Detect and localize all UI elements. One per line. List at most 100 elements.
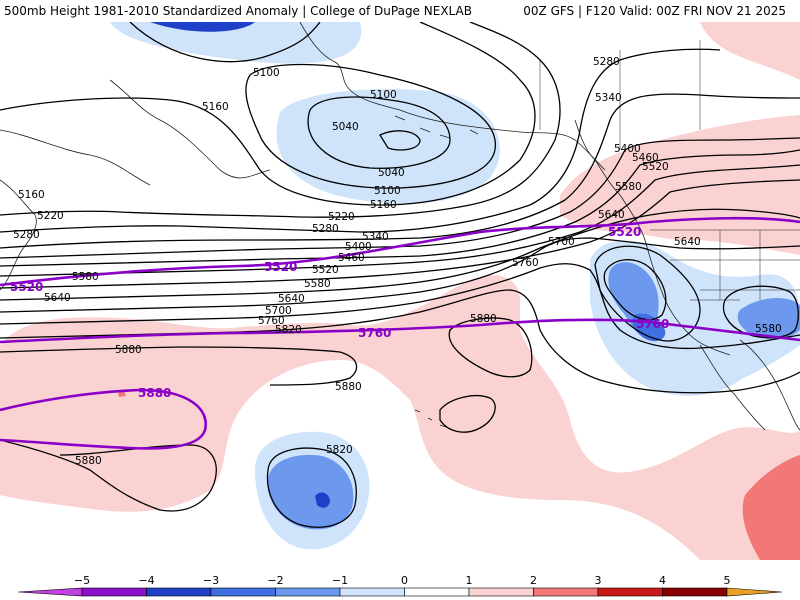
contour-5880 bbox=[0, 346, 358, 386]
colorbar-tick-label: 1 bbox=[466, 574, 473, 587]
colorbar-swatch bbox=[146, 587, 212, 597]
colorbar-tick-label: 2 bbox=[530, 574, 537, 587]
label-5520a: 5520 bbox=[312, 264, 339, 276]
colorbar-swatch bbox=[210, 587, 276, 597]
label-5580c: 5580 bbox=[755, 323, 782, 335]
colorbar-swatch bbox=[17, 587, 83, 597]
contour-5880-island bbox=[439, 395, 496, 433]
colorbar-swatch bbox=[81, 587, 147, 597]
climo-label-5520a: 5520 bbox=[10, 280, 43, 294]
chart-header: 500mb Height 1981-2010 Standardized Anom… bbox=[0, 0, 800, 22]
climo-label-5880a: 5880 bbox=[138, 386, 171, 400]
contour-5880-west bbox=[0, 439, 217, 512]
colorbar-swatch bbox=[468, 587, 534, 597]
label-5220a: 5220 bbox=[328, 211, 355, 223]
neg-anomaly-core-top bbox=[150, 22, 255, 32]
label-5760a: 5760 bbox=[258, 315, 285, 327]
label-5820b: 5820 bbox=[326, 444, 353, 456]
climo-label-5520b: 5520 bbox=[264, 260, 297, 274]
contour-5040 bbox=[307, 96, 451, 169]
alaska-coast bbox=[299, 22, 606, 171]
label-5640a: 5640 bbox=[278, 293, 305, 305]
contour-5580 bbox=[0, 179, 800, 289]
colorbar-swatch bbox=[404, 587, 470, 597]
colorbar-swatch bbox=[726, 587, 783, 597]
product-title: 500mb Height 1981-2010 Standardized Anom… bbox=[4, 4, 472, 18]
label-5580a: 5580 bbox=[304, 278, 331, 290]
label-5880d: 5880 bbox=[470, 313, 497, 325]
label-5880b: 5880 bbox=[335, 381, 362, 393]
contour-5100 bbox=[129, 22, 321, 63]
label-5520b: 5520 bbox=[642, 161, 669, 173]
colorbar-tick-label: 0 bbox=[401, 574, 408, 587]
contour-5100-ring bbox=[245, 63, 496, 189]
climo-label-5760b: 5760 bbox=[636, 317, 669, 331]
contour-5280 bbox=[0, 48, 721, 233]
label-5640c: 5640 bbox=[674, 236, 701, 248]
anomaly-colorbar: −5 −4 −3 −2 −1 0 1 2 3 4 5 bbox=[0, 570, 800, 600]
label-5880c: 5880 bbox=[75, 455, 102, 467]
colorbar-svg: −5 −4 −3 −2 −1 0 1 2 3 4 5 bbox=[17, 574, 783, 597]
label-5340b: 5340 bbox=[595, 92, 622, 104]
label-5220b: 5220 bbox=[37, 210, 64, 222]
colorbar-tick-label: −5 bbox=[74, 574, 90, 587]
label-5100a: 5100 bbox=[253, 67, 280, 79]
climatology-labels: 5520 5520 5520 5760 5760 5880 bbox=[10, 225, 669, 400]
colorbar-swatch bbox=[597, 587, 663, 597]
colorbar-tick-label: 3 bbox=[595, 574, 602, 587]
climo-label-5760a: 5760 bbox=[358, 326, 391, 340]
neg-anomaly-cutoff-mid bbox=[267, 454, 354, 530]
climo-5760 bbox=[0, 318, 800, 344]
contour-5820-cutoff bbox=[266, 447, 357, 528]
colorbar-tick-label: −1 bbox=[332, 574, 348, 587]
contour-5580-baja bbox=[722, 285, 799, 339]
contour-5640 bbox=[0, 208, 800, 301]
label-5700b: 5700 bbox=[548, 236, 575, 248]
state-borders bbox=[650, 229, 800, 301]
model-valid-time: 00Z GFS | F120 Valid: 00Z FRI NOV 21 202… bbox=[523, 4, 786, 18]
neg-anomaly-alaska bbox=[276, 89, 500, 204]
colorbar-swatches bbox=[17, 587, 783, 597]
colorbar-tick-label: −3 bbox=[203, 574, 219, 587]
canada-borders bbox=[539, 40, 701, 150]
label-5460b: 5460 bbox=[632, 152, 659, 164]
climatology-contours bbox=[0, 216, 800, 450]
label-5160c: 5160 bbox=[18, 189, 45, 201]
label-5040a: 5040 bbox=[332, 121, 359, 133]
contour-5640-sw bbox=[603, 259, 667, 321]
colorbar-tick-label: 4 bbox=[659, 574, 666, 587]
contour-5460 bbox=[0, 149, 800, 267]
colorbar-swatch bbox=[662, 587, 728, 597]
anomaly-shading bbox=[0, 22, 800, 560]
label-5280c: 5280 bbox=[13, 229, 40, 241]
contour-5040b bbox=[379, 130, 421, 151]
colorbar-tick-label: −4 bbox=[138, 574, 154, 587]
contour-5340 bbox=[0, 93, 800, 249]
label-5700a: 5700 bbox=[265, 305, 292, 317]
label-5400a: 5400 bbox=[345, 241, 372, 253]
contour-5220 bbox=[0, 22, 561, 218]
hawaii bbox=[414, 409, 447, 428]
contour-labels: 5100 5160 5100 5040 5040 5100 5160 5220 … bbox=[13, 56, 782, 467]
contour-5760 bbox=[0, 263, 800, 350]
colorbar-tick-label: −2 bbox=[267, 574, 283, 587]
neg-anomaly-cutoff-dark bbox=[315, 492, 330, 508]
colorbar-tick-label: 5 bbox=[724, 574, 731, 587]
pos-anomaly-mexico bbox=[742, 455, 800, 560]
label-5160a: 5160 bbox=[202, 101, 229, 113]
contour-5880-hawaii bbox=[448, 317, 533, 378]
contour-5520 bbox=[0, 164, 800, 277]
colorbar-swatch bbox=[275, 587, 341, 597]
label-5280b: 5280 bbox=[593, 56, 620, 68]
colorbar-swatch bbox=[339, 587, 405, 597]
label-5460a: 5460 bbox=[338, 252, 365, 264]
climo-label-5520c: 5520 bbox=[608, 225, 641, 239]
siberia-coast bbox=[0, 79, 271, 291]
label-5880a: 5880 bbox=[115, 344, 142, 356]
label-5640d: 5640 bbox=[44, 292, 71, 304]
anomaly-map: 5100 5160 5100 5040 5040 5100 5160 5220 … bbox=[0, 22, 800, 560]
climo-5880 bbox=[0, 388, 208, 450]
label-5340a: 5340 bbox=[362, 231, 389, 243]
colorbar-ticks: −5 −4 −3 −2 −1 0 1 2 3 4 5 bbox=[74, 574, 731, 587]
label-5760b: 5760 bbox=[512, 257, 539, 269]
